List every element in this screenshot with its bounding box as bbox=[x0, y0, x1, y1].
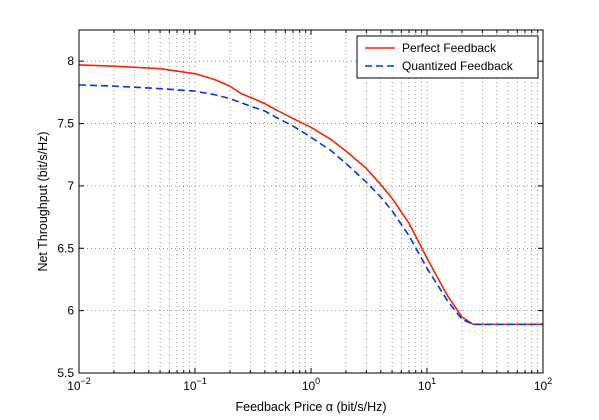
y-tick-label: 6.5 bbox=[57, 241, 74, 255]
grid-lines bbox=[79, 30, 543, 373]
x-tick-label: 102 bbox=[534, 376, 552, 393]
x-tick-label: 101 bbox=[418, 376, 436, 393]
legend-box bbox=[356, 35, 539, 79]
y-tick-label: 6 bbox=[67, 304, 74, 318]
x-tick-label: 10−2 bbox=[67, 376, 91, 393]
legend-entry-label: Quantized Feedback bbox=[402, 59, 514, 73]
y-tick-label: 5.5 bbox=[57, 366, 74, 380]
y-axis-label: Net Throughput (bit/s/Hz) bbox=[36, 131, 50, 271]
tick-labels: 10−2 10−1 100 101 102 5.5 6 6.5 7 7.5 8 bbox=[57, 54, 552, 393]
series-line-quantized-feedback bbox=[78, 84, 543, 326]
y-tick-label: 8 bbox=[67, 54, 74, 68]
series-lines bbox=[78, 64, 543, 326]
x-axis-label: Feedback Price α (bit/s/Hz) bbox=[235, 400, 386, 414]
x-tick-label: 100 bbox=[302, 376, 320, 393]
x-tick-label: 10−1 bbox=[183, 376, 207, 393]
y-tick-label: 7.5 bbox=[57, 117, 74, 131]
legend-entry-label: Perfect Feedback bbox=[402, 41, 497, 55]
y-tick-label: 7 bbox=[67, 179, 74, 193]
legend: Perfect Feedback Quantized Feedback bbox=[356, 35, 539, 79]
axis-ticks bbox=[78, 30, 543, 374]
series-line-perfect-feedback bbox=[78, 64, 543, 326]
